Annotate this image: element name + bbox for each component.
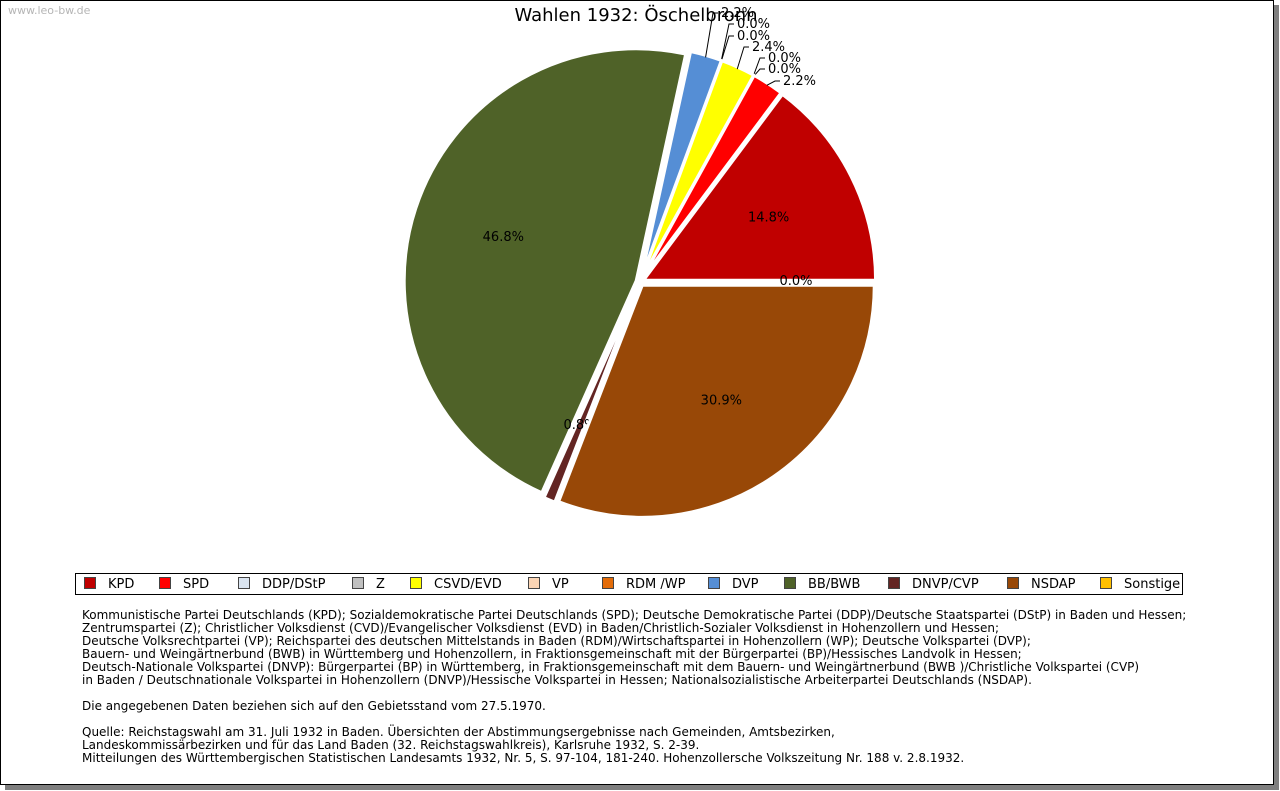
- legend-swatch: [708, 577, 720, 589]
- data-label: 0.0%: [779, 274, 812, 289]
- pie-slice-dnvp-cvp: [542, 285, 640, 505]
- legend-item-dvp: DVP: [708, 577, 759, 592]
- legend-item-dnvp-cvp: DNVP/CVP: [888, 577, 979, 592]
- legend-swatch: [159, 577, 171, 589]
- data-label: 14.8%: [748, 211, 789, 226]
- legend-label: VP: [552, 577, 569, 592]
- legend-label: DNVP/CVP: [912, 577, 979, 592]
- note-line: Deutsche Volksrechtpartei (VP); Reichspa…: [82, 634, 1031, 648]
- label-leader-line: [752, 57, 765, 78]
- legend-swatch: [84, 577, 96, 589]
- legend-swatch: [410, 577, 422, 589]
- label-leader-line: [720, 35, 734, 63]
- legend-label: KPD: [108, 577, 135, 592]
- legend-item-csvd-evd: CSVD/EVD: [410, 577, 502, 592]
- legend: KPD SPD DDP/DStP Z CSVD/EVD VP RDM /WP DVP BB/BW…: [75, 573, 1183, 595]
- legend-label: SPD: [183, 577, 210, 592]
- legend-swatch: [1007, 577, 1019, 589]
- note-line: Kommunistische Partei Deutschlands (KPD)…: [82, 608, 1187, 622]
- legend-swatch: [602, 577, 614, 589]
- source-line: Quelle: Reichstagswahl am 31. Juli 1932 …: [82, 725, 835, 739]
- legend-label: RDM /WP: [626, 577, 686, 592]
- legend-label: DVP: [732, 577, 759, 592]
- pie-slice-nsdap: [556, 283, 876, 519]
- legend-swatch: [352, 577, 364, 589]
- label-leader-line: [766, 80, 780, 86]
- label-leader-line: [752, 68, 765, 78]
- legend-item-sonstige: Sonstige: [1100, 577, 1181, 592]
- legend-item-kpd: KPD: [84, 577, 135, 592]
- legend-item-z: Z: [352, 577, 385, 592]
- note-line: Deutsch-Nationale Volkspartei (DNVP): Bü…: [82, 660, 1140, 674]
- data-label: 0.0%: [737, 17, 770, 32]
- legend-label: BB/BWB: [808, 577, 861, 592]
- legend-swatch: [528, 577, 540, 589]
- legend-swatch: [1100, 577, 1112, 589]
- data-label: 46.8%: [483, 230, 524, 245]
- legend-item-bb-bwb: BB/BWB: [784, 577, 861, 592]
- legend-label: Sonstige: [1124, 577, 1181, 592]
- pie-chart: 14.8%2.2%0.0%0.0%2.4%0.0%0.0%2.2%46.8%0.…: [402, 6, 878, 519]
- note-line: Bauern- und Weingärtnerbund (BWB) in Wür…: [82, 647, 1022, 661]
- legend-item-rdm-wp: RDM /WP: [602, 577, 686, 592]
- legend-swatch: [888, 577, 900, 589]
- source-line: Landeskommissärbezirken und für das Land…: [82, 738, 700, 752]
- data-label: 0.0%: [768, 62, 801, 77]
- legend-swatch: [784, 577, 796, 589]
- legend-label: DDP/DStP: [262, 577, 326, 592]
- data-label: 2.2%: [721, 6, 754, 21]
- legend-item-nsdap: NSDAP: [1007, 577, 1076, 592]
- label-leader-line: [720, 23, 734, 63]
- note-line: Zentrumspartei (Z); Christlicher Volksdi…: [82, 621, 1000, 635]
- territory-note: Die angegebenen Daten beziehen sich auf …: [82, 699, 546, 713]
- legend-swatch: [238, 577, 250, 589]
- watermark: www.leo-bw.de: [8, 4, 91, 17]
- note-line: in Baden / Deutschnationale Volkspartei …: [82, 673, 1032, 687]
- data-label: 2.2%: [783, 74, 816, 89]
- pie-slice-kpd: [640, 92, 878, 282]
- data-label: 0.0%: [768, 51, 801, 66]
- source-line: Mitteilungen des Württembergischen Stati…: [82, 751, 965, 765]
- data-label: 0.0%: [737, 29, 770, 44]
- legend-item-ddp-dstp: DDP/DStP: [238, 577, 326, 592]
- chart-title: Wahlen 1932: Öschelbronn: [514, 5, 758, 26]
- label-leader-line: [736, 46, 749, 70]
- legend-label: CSVD/EVD: [434, 577, 502, 592]
- legend-label: NSDAP: [1031, 577, 1076, 592]
- data-label: 30.9%: [701, 394, 742, 409]
- legend-item-spd: SPD: [159, 577, 210, 592]
- legend-label: Z: [376, 577, 385, 592]
- data-label: 2.4%: [752, 40, 785, 55]
- notes: Kommunistische Partei Deutschlands (KPD)…: [82, 609, 1232, 765]
- legend-item-vp: VP: [528, 577, 569, 592]
- label-leader-line: [705, 12, 718, 58]
- pie-slice-bb-bwb: [402, 47, 688, 495]
